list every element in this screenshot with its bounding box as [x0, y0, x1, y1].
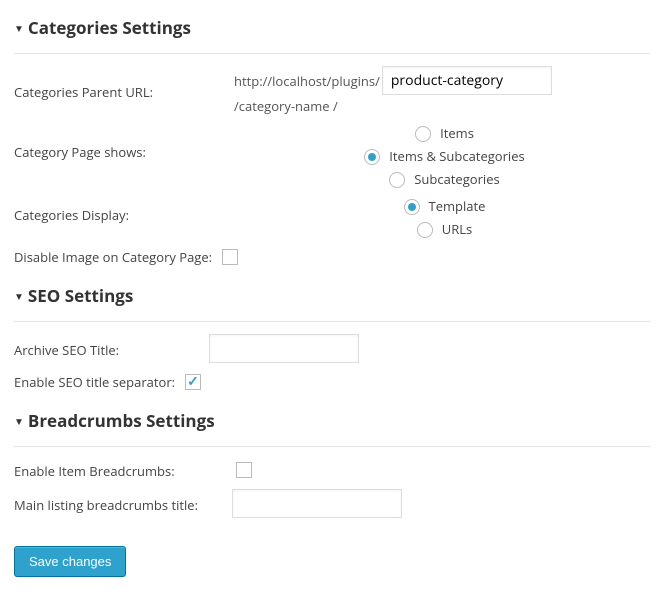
radio-template-label: Template	[429, 197, 486, 215]
caret-down-icon: ▼	[14, 21, 24, 35]
radio-subcats-input[interactable]	[389, 172, 405, 188]
section-title-text: Breadcrumbs Settings	[28, 409, 215, 432]
section-title-seo[interactable]: ▼ SEO Settings	[14, 284, 650, 307]
url-prefix: http://localhost/plugins/	[234, 72, 380, 90]
divider	[14, 53, 650, 54]
radio-items-subcats-label: Items & Subcategories	[389, 147, 524, 165]
radio-urls[interactable]: URLs	[412, 219, 472, 238]
caret-down-icon: ▼	[14, 414, 24, 428]
radio-urls-label: URLs	[442, 220, 472, 238]
section-title-text: Categories Settings	[28, 16, 191, 39]
radio-subcats[interactable]: Subcategories	[384, 169, 499, 188]
caret-down-icon: ▼	[14, 289, 24, 303]
label-archive-seo-title: Archive SEO Title:	[14, 339, 209, 359]
label-main-breadcrumbs-title: Main listing breadcrumbs title:	[14, 494, 232, 514]
radio-items-subcats-input[interactable]	[364, 149, 380, 165]
label-enable-breadcrumbs: Enable Item Breadcrumbs:	[14, 460, 232, 480]
seo-separator-checkbox[interactable]	[185, 374, 201, 390]
label-page-shows: Category Page shows:	[14, 123, 234, 161]
save-changes-button[interactable]: Save changes	[14, 546, 126, 577]
radio-urls-input[interactable]	[417, 222, 433, 238]
label-disable-image: Disable Image on Category Page:	[14, 248, 218, 266]
display-group: Template URLs	[234, 196, 650, 238]
label-parent-url: Categories Parent URL:	[14, 81, 234, 101]
divider	[14, 446, 650, 447]
label-seo-separator: Enable SEO title separator:	[14, 373, 181, 391]
parent-url-input[interactable]	[382, 66, 552, 95]
url-suffix: /category-name /	[234, 97, 338, 115]
radio-template[interactable]: Template	[399, 196, 486, 215]
archive-seo-title-input[interactable]	[209, 334, 359, 363]
radio-items-subcats[interactable]: Items & Subcategories	[359, 146, 524, 165]
section-title-categories[interactable]: ▼ Categories Settings	[14, 16, 650, 39]
radio-items[interactable]: Items	[410, 123, 474, 142]
enable-breadcrumbs-checkbox[interactable]	[236, 462, 252, 478]
label-categories-display: Categories Display:	[14, 196, 234, 224]
divider	[14, 321, 650, 322]
radio-subcats-label: Subcategories	[414, 170, 499, 188]
disable-image-checkbox[interactable]	[222, 249, 238, 265]
radio-items-input[interactable]	[415, 126, 431, 142]
main-breadcrumbs-title-input[interactable]	[232, 489, 402, 518]
radio-items-label: Items	[440, 124, 474, 142]
section-title-text: SEO Settings	[28, 284, 133, 307]
section-title-breadcrumbs[interactable]: ▼ Breadcrumbs Settings	[14, 409, 650, 432]
radio-template-input[interactable]	[404, 199, 420, 215]
page-shows-group: Items Items & Subcategories Subcategorie…	[234, 123, 650, 188]
